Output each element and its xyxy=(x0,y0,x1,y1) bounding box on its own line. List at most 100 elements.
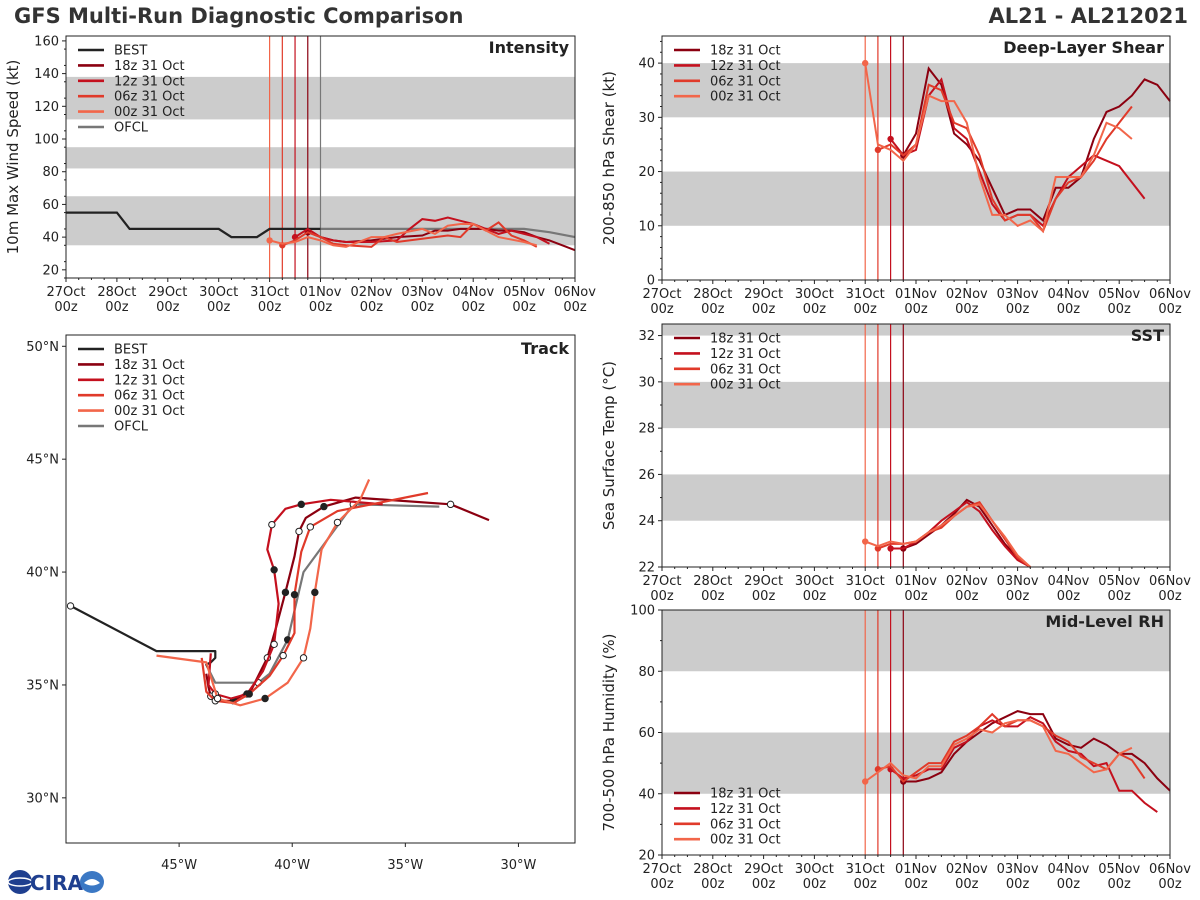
shear-xtick-label: 30Oct xyxy=(795,287,834,302)
cira-logo: CIRA xyxy=(7,870,104,895)
rh-xtick-sub: 00z xyxy=(803,877,827,892)
shear-xtick-label: 28Oct xyxy=(693,287,732,302)
sst-xtick-sub: 00z xyxy=(803,589,827,604)
track-series-12z-31-oct xyxy=(207,498,383,700)
shear-xtick-label: 04Nov xyxy=(1047,287,1089,302)
shear-xtick-sub: 00z xyxy=(1108,302,1132,317)
intensity-xtick-sub: 00z xyxy=(563,300,587,315)
intensity-xtick-sub: 00z xyxy=(512,300,536,315)
rh-xtick-label: 01Nov xyxy=(895,862,937,877)
rh-xtick-label: 05Nov xyxy=(1098,862,1140,877)
intensity-xtick-label: 03Nov xyxy=(401,285,443,300)
shear-xtick-sub: 00z xyxy=(1057,302,1081,317)
rh-xtick-label: 02Nov xyxy=(946,862,988,877)
track-point xyxy=(279,651,287,660)
track-panel: 30°N 35°N 40°N 45°N 50°N 45°W 40°W 35°W 30°W Trac… xyxy=(26,334,576,873)
intensity-panel: 2040608010012014016027Oct00z28Oct00z29Oc… xyxy=(4,34,596,315)
intensity-title: Intensity xyxy=(489,38,570,57)
track-point xyxy=(306,523,315,531)
sst-xtick-label: 06Nov xyxy=(1149,574,1191,589)
shear-series-00z-31-oct xyxy=(864,62,1133,234)
track-legend-label: 12z 31 Oct xyxy=(114,373,185,388)
shear-band xyxy=(662,63,1170,118)
track-title: Track xyxy=(521,339,569,358)
intensity-series-ofcl xyxy=(320,227,576,239)
track-point xyxy=(213,694,222,703)
shear-xtick-sub: 00z xyxy=(1006,302,1030,317)
intensity-ytick-label: 60 xyxy=(42,198,59,213)
sst-xtick-label: 03Nov xyxy=(997,574,1039,589)
track-ytick-label: 30°N xyxy=(26,791,59,806)
intensity-xtick-label: 02Nov xyxy=(350,285,392,300)
sst-xtick-sub: 00z xyxy=(1108,589,1132,604)
sst-init-point xyxy=(887,545,894,552)
rh-xtick-sub: 00z xyxy=(752,877,776,892)
rh-xtick-label: 27Oct xyxy=(642,862,681,877)
intensity-xtick-sub: 00z xyxy=(411,300,435,315)
shear-xtick-label: 01Nov xyxy=(895,287,937,302)
intensity-init-point xyxy=(266,237,273,244)
track-point xyxy=(299,654,308,662)
storm-id: AL21 - AL212021 xyxy=(988,4,1189,28)
shear-xtick-sub: 00z xyxy=(904,302,928,317)
rh-series-18z-31-oct xyxy=(903,710,1171,792)
track-legend-label: BEST xyxy=(114,343,147,358)
rh-band xyxy=(662,610,1170,672)
sst-xtick-sub: 00z xyxy=(650,589,674,604)
intensity-xtick-label: 27Oct xyxy=(46,285,85,300)
sst-xtick-label: 01Nov xyxy=(895,574,937,589)
sst-ytick-label: 24 xyxy=(638,514,655,529)
sst-band xyxy=(662,324,1170,336)
shear-xtick-label: 03Nov xyxy=(997,287,1039,302)
sst-series-18z-31-oct xyxy=(902,498,1031,568)
rh-ytick-label: 80 xyxy=(638,665,655,680)
intensity-ylabel: 10m Max Wind Speed (kt) xyxy=(4,60,22,255)
sst-panel: 22242628303227Oct00z28Oct00z29Oct00z30Oc… xyxy=(600,323,1191,604)
sst-xtick-sub: 00z xyxy=(1158,589,1182,604)
intensity-ytick-label: 40 xyxy=(42,231,59,246)
intensity-legend-label: 12z 31 Oct xyxy=(114,74,185,89)
track-point xyxy=(295,527,303,536)
shear-xtick-sub: 00z xyxy=(1158,302,1182,317)
sst-series-00z-31-oct xyxy=(864,503,1031,568)
shear-xtick-sub: 00z xyxy=(803,302,827,317)
shear-legend-label: 18z 31 Oct xyxy=(710,44,781,59)
shear-xtick-label: 31Oct xyxy=(846,287,885,302)
track-ytick-label: 50°N xyxy=(26,340,59,355)
rh-panel: 2040608010027Oct00z28Oct00z29Oct00z30Oct… xyxy=(600,604,1191,893)
track-point xyxy=(66,602,75,610)
shear-ytick-label: 30 xyxy=(638,111,655,126)
intensity-series-12z-31-oct xyxy=(294,216,550,245)
track-xtick-label: 35°W xyxy=(387,858,423,873)
intensity-xtick-sub: 00z xyxy=(105,300,129,315)
sst-xtick-label: 29Oct xyxy=(744,574,783,589)
shear-ytick-label: 0 xyxy=(647,274,655,289)
track-series-ofcl xyxy=(207,503,440,684)
rh-legend-label: 00z 31 Oct xyxy=(710,833,781,848)
rh-series-00z-31-oct xyxy=(864,719,1133,783)
rh-ylabel: 700-500 hPa Humidity (%) xyxy=(600,633,618,831)
sst-xtick-sub: 00z xyxy=(752,589,776,604)
intensity-xtick-label: 31Oct xyxy=(250,285,289,300)
intensity-xtick-sub: 00z xyxy=(258,300,282,315)
shear-ytick-label: 20 xyxy=(638,165,655,180)
rh-xtick-label: 03Nov xyxy=(997,862,1039,877)
sst-xtick-label: 30Oct xyxy=(795,574,834,589)
track-ytick-label: 35°N xyxy=(26,678,59,693)
track-point xyxy=(281,588,290,597)
sst-xtick-label: 31Oct xyxy=(846,574,885,589)
intensity-legend-label: 06z 31 Oct xyxy=(114,90,185,105)
intensity-ytick-label: 140 xyxy=(34,67,59,82)
intensity-legend-label: OFCL xyxy=(114,121,149,136)
track-point xyxy=(270,566,278,574)
track-point xyxy=(245,690,253,698)
rh-series-12z-31-oct xyxy=(890,716,1158,813)
rh-xtick-label: 06Nov xyxy=(1149,862,1191,877)
sst-xtick-label: 27Oct xyxy=(642,574,681,589)
sst-xtick-label: 04Nov xyxy=(1047,574,1089,589)
intensity-xtick-sub: 00z xyxy=(156,300,180,315)
shear-init-point xyxy=(874,146,882,154)
sst-xtick-sub: 00z xyxy=(854,589,878,604)
intensity-ytick-label: 160 xyxy=(34,34,59,49)
